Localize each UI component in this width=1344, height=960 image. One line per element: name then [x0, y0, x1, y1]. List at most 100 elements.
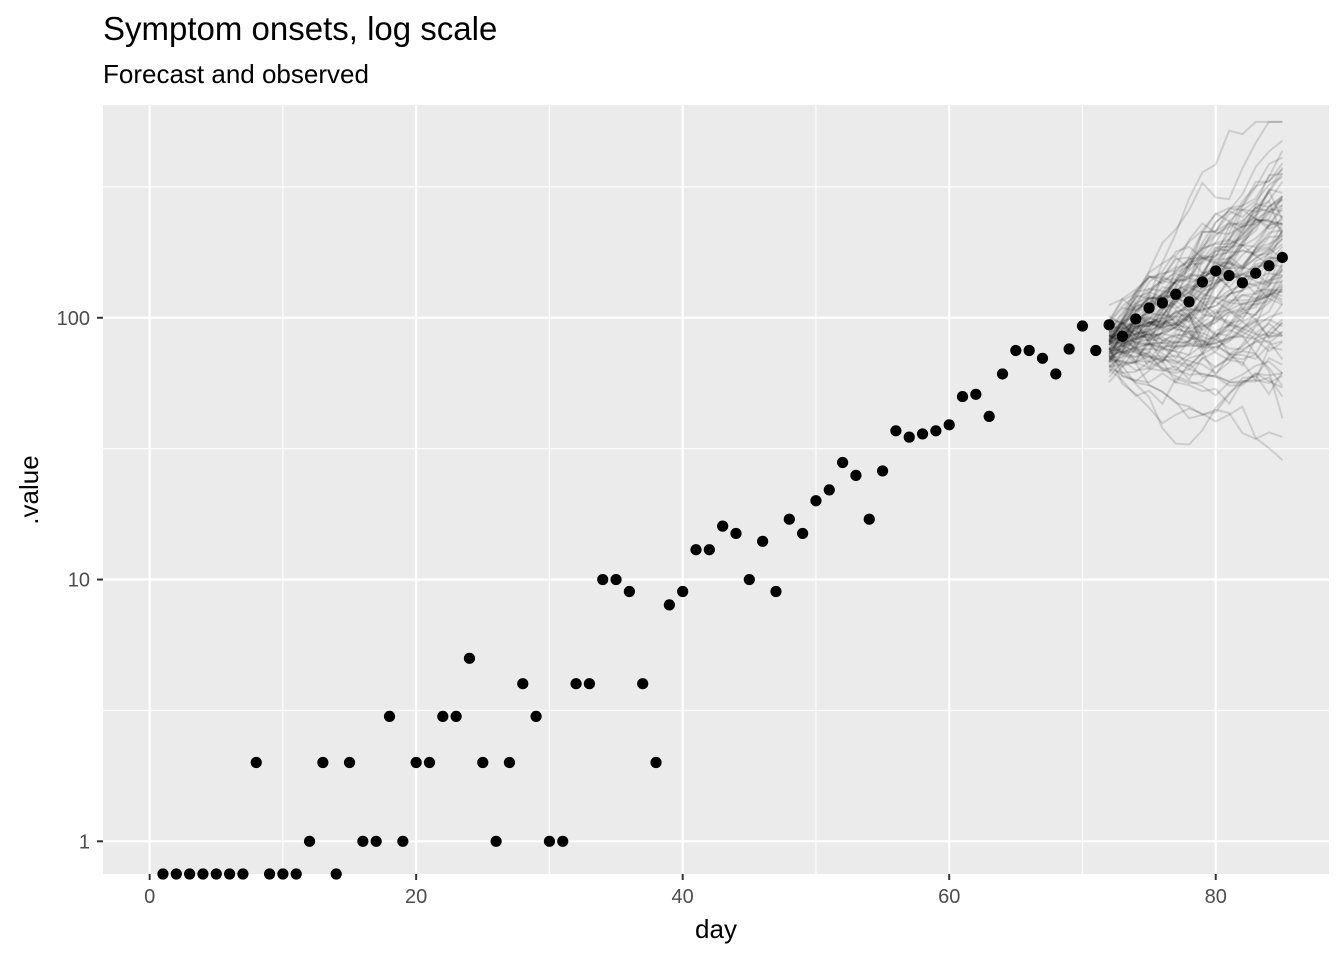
data-point: [530, 710, 542, 723]
forecast-line: [1108, 235, 1283, 340]
data-point: [1170, 288, 1182, 300]
data-point: [703, 544, 715, 556]
data-point: [943, 419, 955, 431]
data-point: [317, 756, 329, 769]
data-point: [463, 652, 476, 664]
forecast-line: [1108, 298, 1284, 356]
forecast-line: [1109, 287, 1284, 370]
data-point: [650, 756, 662, 769]
forecast-line: [1108, 320, 1283, 361]
data-point: [543, 835, 556, 847]
forecast-line: [1108, 198, 1283, 333]
forecast-line: [1108, 289, 1283, 368]
data-point: [237, 868, 249, 880]
data-point: [263, 868, 276, 880]
forecast-line: [1108, 173, 1283, 341]
forecast-line: [1108, 285, 1283, 365]
forecast-line: [1108, 120, 1283, 343]
forecast-line: [1108, 329, 1284, 406]
forecast-line: [1108, 274, 1284, 357]
forecast-line: [1108, 290, 1283, 364]
data-point: [437, 710, 449, 723]
data-point: [757, 535, 769, 547]
data-point: [1063, 343, 1075, 355]
forecast-line: [1108, 350, 1283, 397]
y-axis: 1 10 100: [57, 308, 103, 853]
data-point: [850, 469, 862, 481]
forecast-line: [1108, 229, 1284, 322]
chart-subtitle: Forecast and observed: [103, 59, 369, 89]
forecast-line: [1109, 283, 1284, 374]
observed-points: [157, 251, 1288, 880]
data-point: [410, 756, 422, 769]
y-tick-label: 1: [79, 831, 90, 853]
data-point: [450, 710, 462, 723]
data-point: [1076, 320, 1089, 332]
y-axis-title: .value: [14, 455, 44, 524]
forecast-line: [1108, 267, 1284, 311]
data-point: [570, 678, 582, 690]
data-point: [1210, 265, 1222, 277]
data-point: [770, 585, 782, 598]
y-tick-label: 10: [68, 570, 90, 592]
data-point: [930, 425, 942, 437]
forecast-line: [1109, 353, 1284, 387]
data-point: [956, 390, 969, 403]
data-point: [797, 527, 809, 540]
forecast-line: [1108, 196, 1284, 334]
x-tick-label: 80: [1205, 886, 1227, 908]
forecast-line: [1108, 311, 1283, 369]
forecast-line: [1108, 263, 1283, 342]
x-tick-label: 0: [144, 886, 155, 908]
data-point: [277, 868, 289, 880]
data-point: [690, 544, 702, 556]
forecast-line: [1108, 215, 1284, 364]
forecast-line: [1108, 197, 1284, 343]
forecast-line: [1108, 342, 1283, 441]
forecast-line: [1108, 150, 1284, 366]
data-point: [490, 835, 502, 847]
data-point: [583, 678, 596, 690]
forecast-line: [1108, 219, 1283, 352]
forecast-line: [1108, 284, 1283, 383]
forecast-line: [1108, 189, 1284, 334]
x-tick-label: 20: [405, 886, 427, 908]
forecast-line: [1108, 333, 1283, 356]
data-point: [810, 495, 822, 507]
forecast-line: [1108, 292, 1283, 339]
forecast-line: [1108, 348, 1284, 446]
forecast-line: [1108, 120, 1283, 326]
chart-title: Symptom onsets, log scale: [103, 10, 498, 47]
forecast-line: [1108, 330, 1283, 383]
data-point: [503, 756, 516, 769]
data-point: [783, 513, 795, 525]
forecast-line: [1108, 321, 1284, 374]
forecast-line: [1108, 317, 1283, 378]
data-point: [1196, 276, 1209, 288]
forecast-line: [1108, 268, 1284, 374]
forecast-line: [1108, 309, 1284, 361]
forecast-line: [1108, 272, 1283, 348]
data-point: [197, 868, 209, 880]
data-point: [836, 456, 849, 469]
forecast-line: [1108, 320, 1284, 382]
x-tick-label: 60: [938, 886, 960, 908]
data-point: [597, 573, 609, 586]
data-point: [370, 835, 382, 847]
forecast-line: [1108, 279, 1284, 363]
data-point: [184, 868, 196, 880]
data-point: [423, 756, 436, 769]
data-point: [823, 484, 835, 496]
data-point: [730, 527, 742, 540]
data-point: [1010, 344, 1022, 357]
data-point: [1156, 297, 1169, 309]
data-point: [223, 868, 236, 880]
forecast-line: [1108, 243, 1284, 337]
minor-gridlines: [103, 105, 1329, 874]
forecast-line: [1108, 288, 1283, 365]
forecast-line: [1108, 303, 1284, 372]
forecast-line: [1109, 243, 1284, 338]
data-point: [1036, 352, 1049, 364]
data-point: [970, 388, 982, 400]
